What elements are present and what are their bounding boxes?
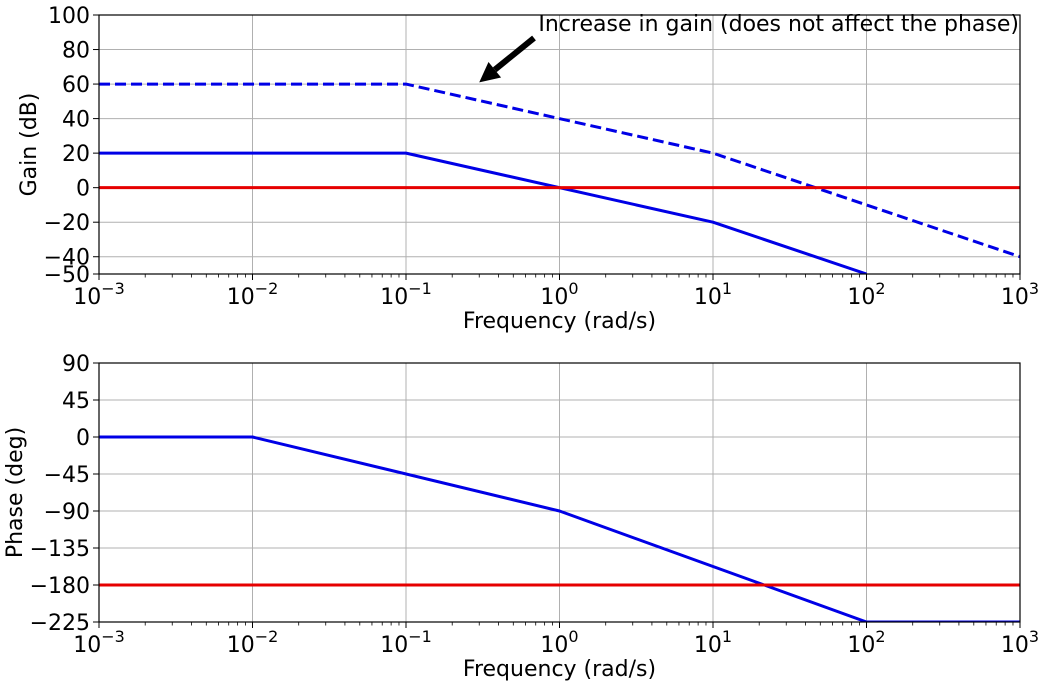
x-tick-label: 103 [1001, 627, 1039, 658]
annotation-text: Increase in gain (does not affect the ph… [538, 12, 1019, 37]
series-line [99, 435, 1020, 622]
y-tick-label: −50 [44, 263, 90, 288]
series-line [99, 151, 867, 274]
y-tick-label: 40 [62, 108, 90, 133]
y-tick-label: 60 [62, 73, 90, 98]
x-tick-label: 102 [847, 627, 885, 658]
axis-ticks: 10−3 10−2 10−1 100 101 102 103 100 80 60 40 20 0 −20 −… [44, 4, 1040, 310]
y-axis-label: Gain (dB) [17, 93, 42, 197]
x-tick-label: 10−2 [227, 627, 279, 658]
grid [98, 362, 1021, 623]
x-tick-label: 100 [540, 627, 578, 658]
y-tick-label: 100 [48, 4, 90, 29]
series-group [99, 435, 1020, 622]
x-tick-label: 103 [1001, 279, 1039, 310]
phase-plot: 10−3 10−2 10−1 100 101 102 103 90 45 0 −45 −90 −135 −… [3, 352, 1039, 682]
x-tick-label: 10−3 [73, 627, 125, 658]
x-tick-label: 10−2 [227, 279, 279, 310]
y-axis-label: Phase (deg) [3, 427, 28, 558]
y-tick-label: −180 [30, 574, 90, 599]
gain-plot: 10−3 10−2 10−1 100 101 102 103 100 80 60 40 20 0 −20 −… [17, 4, 1039, 334]
x-axis-label: Frequency (rad/s) [463, 309, 656, 334]
y-tick-label: 0 [76, 426, 90, 451]
grid [98, 14, 1021, 275]
x-tick-label: 102 [847, 279, 885, 310]
dashed-series-line [99, 82, 1020, 259]
y-tick-label: −20 [44, 211, 90, 236]
y-tick-label: 20 [62, 142, 90, 167]
y-tick-label: 80 [62, 39, 90, 64]
x-tick-label: 10−3 [73, 279, 125, 310]
axis-ticks: 10−3 10−2 10−1 100 101 102 103 90 45 0 −45 −90 −135 −… [30, 352, 1040, 658]
annotation-arrow-head [479, 61, 502, 83]
y-tick-label: −45 [44, 463, 90, 488]
x-tick-label: 10−1 [380, 279, 432, 310]
y-tick-label: −135 [30, 537, 90, 562]
y-tick-label: −40 [44, 246, 90, 271]
y-tick-label: 0 [76, 177, 90, 202]
x-tick-label: 101 [694, 279, 732, 310]
y-tick-label: −225 [30, 611, 90, 636]
x-tick-label: 100 [540, 279, 578, 310]
series-group [99, 82, 1020, 274]
y-tick-label: 90 [62, 352, 90, 377]
x-tick-label: 10−1 [380, 627, 432, 658]
y-tick-label: −90 [44, 500, 90, 525]
annotation-arrow-shaft [492, 35, 536, 73]
y-tick-label: 45 [62, 389, 90, 414]
x-axis-label: Frequency (rad/s) [463, 657, 656, 682]
x-tick-label: 101 [694, 627, 732, 658]
